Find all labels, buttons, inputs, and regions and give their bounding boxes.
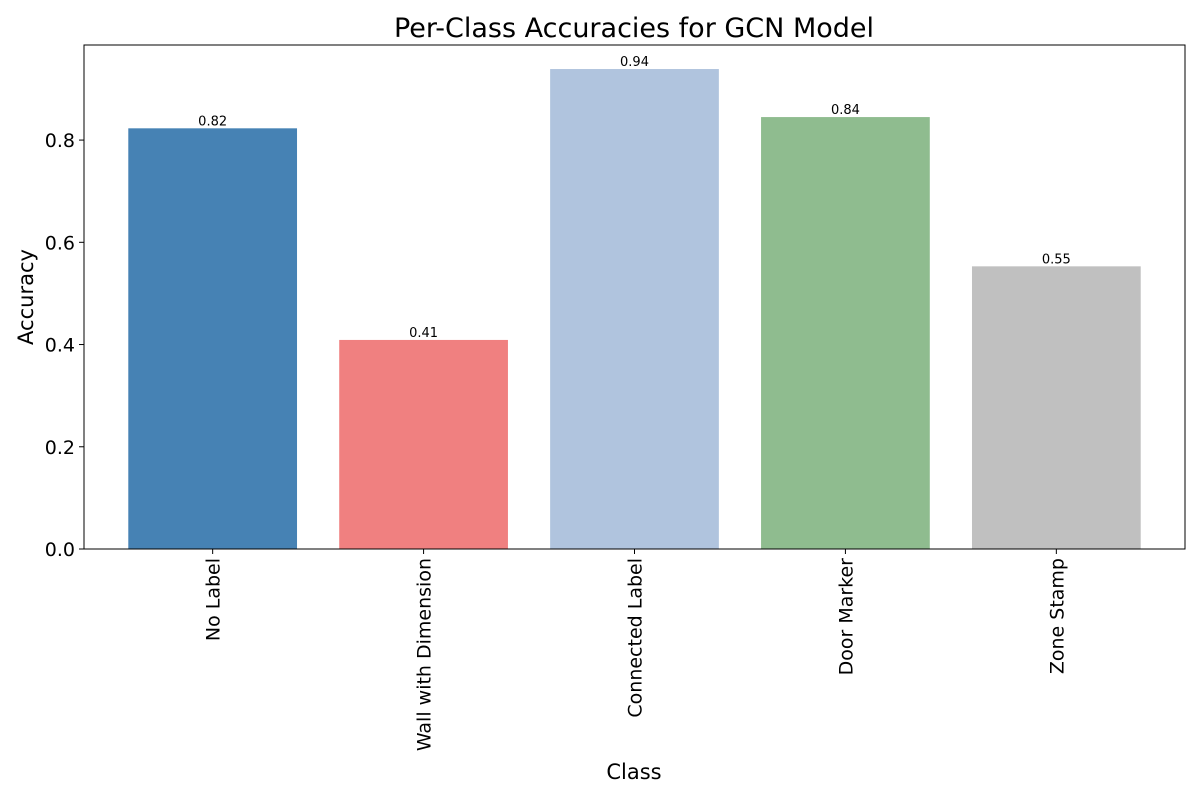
data-label-3: 0.84 (831, 103, 860, 118)
data-label-2: 0.94 (620, 55, 649, 70)
y-tick-label-2: 0.4 (45, 335, 75, 357)
x-tick-label-2: Connected Label (625, 558, 647, 718)
y-axis-label: Accuracy (14, 249, 38, 345)
x-tick-label-0: No Label (203, 558, 225, 641)
data-label-4: 0.55 (1042, 252, 1071, 267)
x-axis-label: Class (606, 760, 661, 784)
bar-1 (339, 339, 508, 549)
data-labels-layer: 0.82 0.41 0.94 0.84 0.55 (198, 55, 1071, 341)
data-label-1: 0.41 (409, 326, 438, 341)
y-tick-label-1: 0.2 (45, 437, 75, 459)
bars-layer (128, 69, 1141, 549)
bar-2 (550, 69, 719, 549)
y-tick-label-3: 0.6 (45, 232, 75, 254)
plot-frame (83, 44, 1186, 550)
x-tick-label-4: Zone Stamp (1046, 558, 1068, 674)
x-tick-label-3: Door Marker (835, 558, 857, 676)
bar-4 (971, 266, 1141, 549)
y-tick-label-0: 0.0 (45, 539, 75, 561)
bar-0 (128, 128, 298, 549)
x-tick-label-1: Wall with Dimension (414, 558, 436, 751)
y-axis: 0.0 0.2 0.4 0.6 0.8 (45, 130, 84, 561)
bar-3 (761, 117, 930, 549)
chart-title: Per-Class Accuracies for GCN Model (394, 13, 874, 44)
y-tick-label-4: 0.8 (45, 130, 75, 152)
data-label-0: 0.82 (198, 114, 227, 129)
x-axis: No Label Wall with Dimension Connected Lab… (203, 549, 1068, 751)
